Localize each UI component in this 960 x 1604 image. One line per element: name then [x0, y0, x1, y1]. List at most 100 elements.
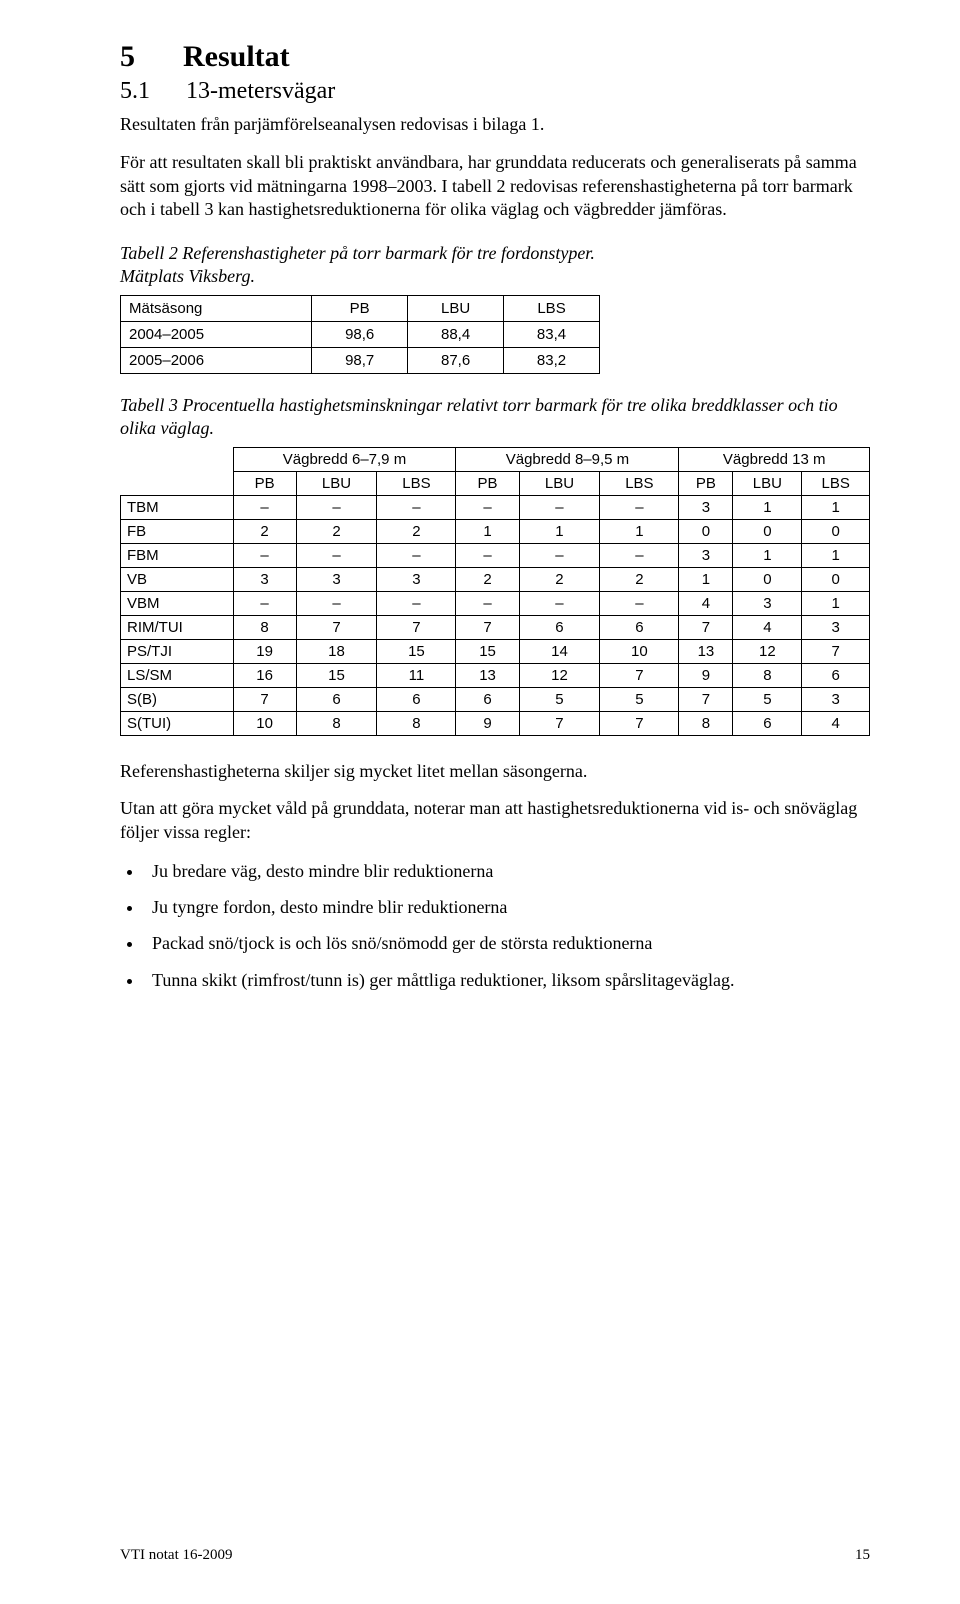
table-cell: 12 — [733, 639, 802, 663]
table3-group-header: Vägbredd 13 m — [679, 447, 870, 471]
list-item: Ju tyngre fordon, desto mindre blir redu… — [144, 895, 870, 919]
list-item: Ju bredare väg, desto mindre blir redukt… — [144, 859, 870, 883]
table-cell: 6 — [519, 615, 600, 639]
table2-caption-line1: Tabell 2 Referenshastigheter på torr bar… — [120, 243, 595, 263]
table-cell: – — [519, 543, 600, 567]
table-cell: 5 — [600, 687, 679, 711]
table-cell: 2 — [377, 519, 456, 543]
table-cell: – — [519, 495, 600, 519]
table-cell: 19 — [233, 639, 296, 663]
table-cell: 1 — [802, 543, 870, 567]
subsection-number: 5.1 — [120, 78, 150, 104]
section-number: 5 — [120, 40, 135, 73]
table-cell: – — [377, 591, 456, 615]
table-cell: 7 — [600, 663, 679, 687]
table-cell: 7 — [679, 615, 733, 639]
table-cell: 8 — [377, 711, 456, 735]
table-cell: 18 — [296, 639, 377, 663]
table-cell: 8 — [233, 615, 296, 639]
table-cell: 6 — [377, 687, 456, 711]
table2-header: LBS — [504, 295, 600, 321]
bullet-list: Ju bredare väg, desto mindre blir redukt… — [144, 859, 870, 992]
table3-row-label: FB — [121, 519, 234, 543]
table-cell: 0 — [733, 519, 802, 543]
table-cell: 7 — [233, 687, 296, 711]
table2-caption-line2: Mätplats Viksberg. — [120, 266, 255, 286]
table-3: Vägbredd 6–7,9 mVägbredd 8–9,5 mVägbredd… — [120, 447, 870, 736]
list-item: Tunna skikt (rimfrost/tunn is) ger måttl… — [144, 968, 870, 992]
table2-header: LBU — [408, 295, 504, 321]
table-cell: 7 — [600, 711, 679, 735]
table-row: 2005–200698,787,683,2 — [121, 347, 600, 373]
table3-group-header: Vägbredd 6–7,9 m — [233, 447, 456, 471]
table3-row-label: TBM — [121, 495, 234, 519]
table-row: FB222111000 — [121, 519, 870, 543]
table-cell: – — [456, 495, 519, 519]
table-cell: 12 — [519, 663, 600, 687]
table-cell: 6 — [733, 711, 802, 735]
paragraph-1: Resultaten från parjämförelseanalysen re… — [120, 113, 870, 137]
table-cell: 5 — [733, 687, 802, 711]
table-cell: – — [600, 495, 679, 519]
table-cell: – — [519, 591, 600, 615]
footer-left: VTI notat 16-2009 — [120, 1547, 232, 1564]
table-cell: 0 — [802, 567, 870, 591]
table-cell: – — [296, 591, 377, 615]
table-cell: 7 — [377, 615, 456, 639]
table3-group-header: Vägbredd 8–9,5 m — [456, 447, 679, 471]
table3-sub-header: LBU — [519, 471, 600, 495]
table-cell: 0 — [733, 567, 802, 591]
paragraph-4: Utan att göra mycket våld på grunddata, … — [120, 797, 870, 845]
table-cell: 7 — [679, 687, 733, 711]
table-cell: 1 — [802, 495, 870, 519]
table-cell: 14 — [519, 639, 600, 663]
table3-sub-header: LBS — [802, 471, 870, 495]
table-cell: 98,7 — [312, 347, 408, 373]
table3-sub-header: PB — [456, 471, 519, 495]
table-cell: 0 — [679, 519, 733, 543]
table-cell: 8 — [679, 711, 733, 735]
table-cell: 3 — [296, 567, 377, 591]
table-cell: 7 — [802, 639, 870, 663]
table3-sub-header: LBS — [377, 471, 456, 495]
table-cell: – — [456, 543, 519, 567]
table-cell: 2 — [456, 567, 519, 591]
table-cell: 10 — [600, 639, 679, 663]
subsection-title: 13-metersvägar — [186, 78, 335, 104]
table-cell: 2 — [296, 519, 377, 543]
table-row: VB333222100 — [121, 567, 870, 591]
section-title: Resultat — [183, 40, 290, 73]
table-cell: 7 — [456, 615, 519, 639]
table-cell: 9 — [456, 711, 519, 735]
table-row: FBM––––––311 — [121, 543, 870, 567]
table-cell: – — [600, 591, 679, 615]
table-cell: 0 — [802, 519, 870, 543]
paragraph-2: För att resultaten skall bli praktiskt a… — [120, 151, 870, 222]
table-row: TBM––––––311 — [121, 495, 870, 519]
table-cell: – — [600, 543, 679, 567]
table-row: PS/TJI19181515141013127 — [121, 639, 870, 663]
table-cell: – — [233, 543, 296, 567]
table-cell: 1 — [519, 519, 600, 543]
table2-header: Mätsäsong — [121, 295, 312, 321]
table-cell: 6 — [296, 687, 377, 711]
table3-sub-header: PB — [679, 471, 733, 495]
table-cell: 5 — [519, 687, 600, 711]
table-cell: 13 — [679, 639, 733, 663]
table3-row-label: LS/SM — [121, 663, 234, 687]
table3-row-label: VB — [121, 567, 234, 591]
table-cell: 13 — [456, 663, 519, 687]
table-cell: 4 — [733, 615, 802, 639]
table-row: VBM––––––431 — [121, 591, 870, 615]
table3-sub-header: LBU — [733, 471, 802, 495]
table-cell: 8 — [733, 663, 802, 687]
table-cell: 2 — [519, 567, 600, 591]
table-cell: 1 — [679, 567, 733, 591]
table-row: S(B)766655753 — [121, 687, 870, 711]
table-cell: 2 — [600, 567, 679, 591]
table-cell: – — [456, 591, 519, 615]
table-cell: 3 — [377, 567, 456, 591]
table3-row-label: S(TUI) — [121, 711, 234, 735]
table-cell: 15 — [456, 639, 519, 663]
table-cell: 7 — [519, 711, 600, 735]
